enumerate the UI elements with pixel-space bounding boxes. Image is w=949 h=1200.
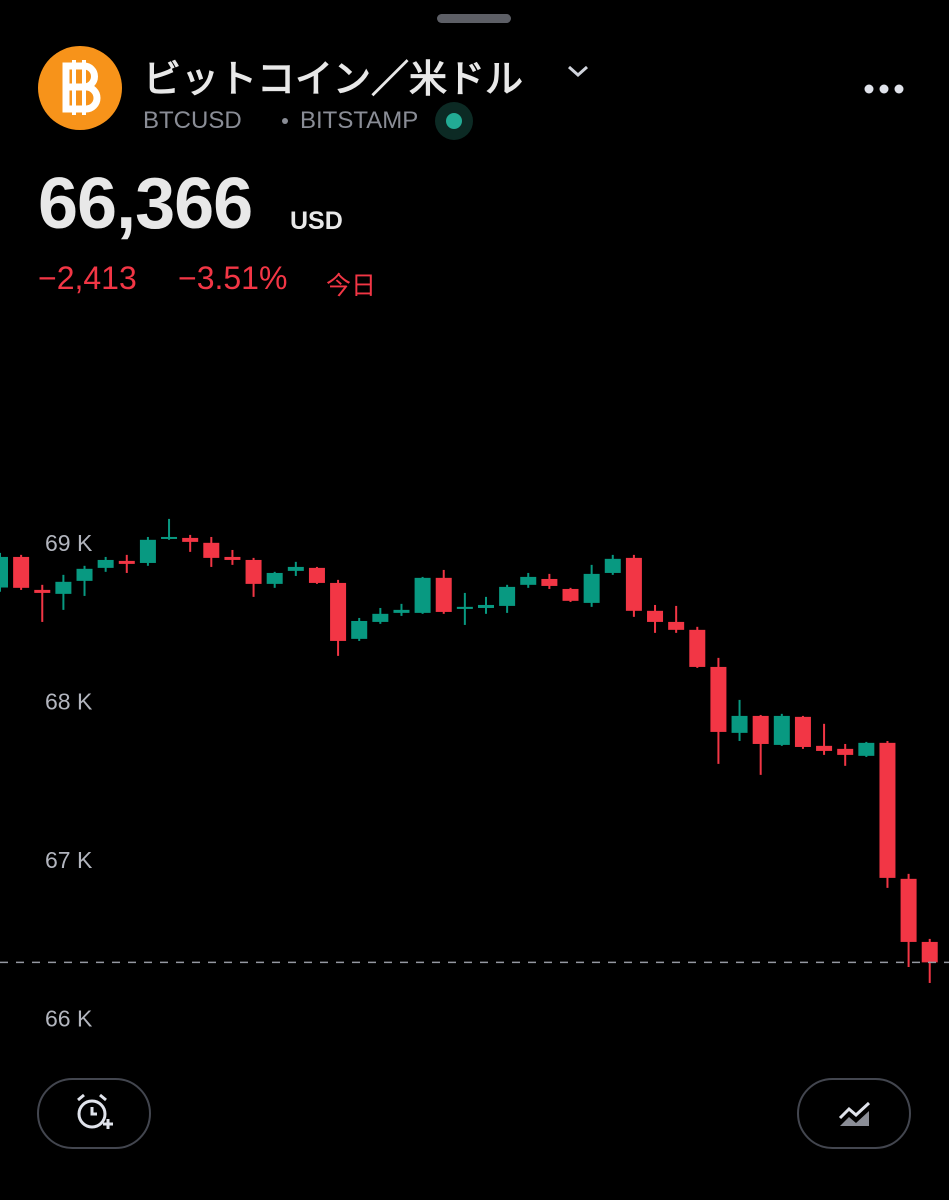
candle-body: [139, 539, 156, 563]
candle-body: [76, 568, 93, 581]
candle-body: [393, 609, 410, 613]
candle-body: [161, 536, 178, 539]
candle-body: [372, 613, 389, 622]
candle-body: [351, 620, 368, 639]
dropdown-chevron[interactable]: [568, 65, 588, 78]
candle-body: [308, 567, 325, 583]
candle-body: [604, 558, 621, 573]
ticker: BTCUSD: [143, 107, 242, 134]
candle-body: [499, 586, 516, 606]
candle-body: [583, 573, 600, 603]
candle-body: [203, 542, 220, 558]
candle-body: [647, 610, 664, 622]
candle-body: [477, 604, 494, 608]
drag-handle[interactable]: [437, 14, 511, 23]
candle-body: [182, 537, 199, 542]
candle-body: [752, 715, 769, 744]
candle-body: [816, 745, 833, 751]
candle-body: [330, 582, 347, 641]
candle-body: [0, 556, 8, 588]
y-tick-label: 67 K: [45, 847, 93, 873]
y-tick-label: 66 K: [45, 1005, 93, 1031]
more-button[interactable]: [864, 84, 904, 94]
candle-body: [287, 566, 304, 571]
period: 今日: [326, 272, 377, 300]
status-dot: [446, 113, 462, 129]
candle-body: [625, 557, 642, 611]
candle-body: [710, 666, 727, 732]
currency: USD: [290, 207, 343, 235]
symbol-title[interactable]: ビットコイン／米ドル: [143, 59, 524, 101]
alert-button[interactable]: [37, 1078, 151, 1149]
y-tick-label: 69 K: [45, 530, 93, 556]
exchange: BITSTAMP: [300, 107, 419, 134]
candle-body: [224, 556, 241, 560]
bitcoin-logo: [38, 46, 122, 130]
separator-dot: [282, 118, 288, 124]
candle-body: [562, 588, 579, 601]
candle-body: [837, 748, 854, 755]
candle-body: [456, 606, 473, 609]
candle-body: [97, 559, 114, 568]
candle-body: [794, 716, 811, 747]
candle-body: [541, 578, 558, 586]
candle-body: [118, 560, 135, 564]
candle-body: [921, 941, 938, 963]
candle-body: [266, 572, 283, 584]
candle-body: [414, 577, 431, 613]
candle-body: [879, 742, 896, 878]
candle-body: [668, 621, 685, 630]
price: 66,366: [38, 164, 253, 244]
y-tick-label: 68 K: [45, 688, 93, 714]
candle-body: [245, 559, 262, 584]
change: −2,413: [38, 260, 137, 296]
candle-body: [731, 715, 748, 733]
candle-body: [435, 577, 452, 612]
change-percent: −3.51%: [178, 260, 288, 296]
candle-body: [13, 556, 30, 588]
candle-body: [773, 715, 790, 745]
candle-body: [55, 581, 72, 594]
candle-body: [34, 589, 51, 593]
candle-body: [689, 629, 706, 667]
chart-style-button[interactable]: [797, 1078, 911, 1149]
candle-body: [900, 878, 917, 942]
candle-body: [520, 576, 537, 585]
candle-body: [858, 742, 875, 756]
